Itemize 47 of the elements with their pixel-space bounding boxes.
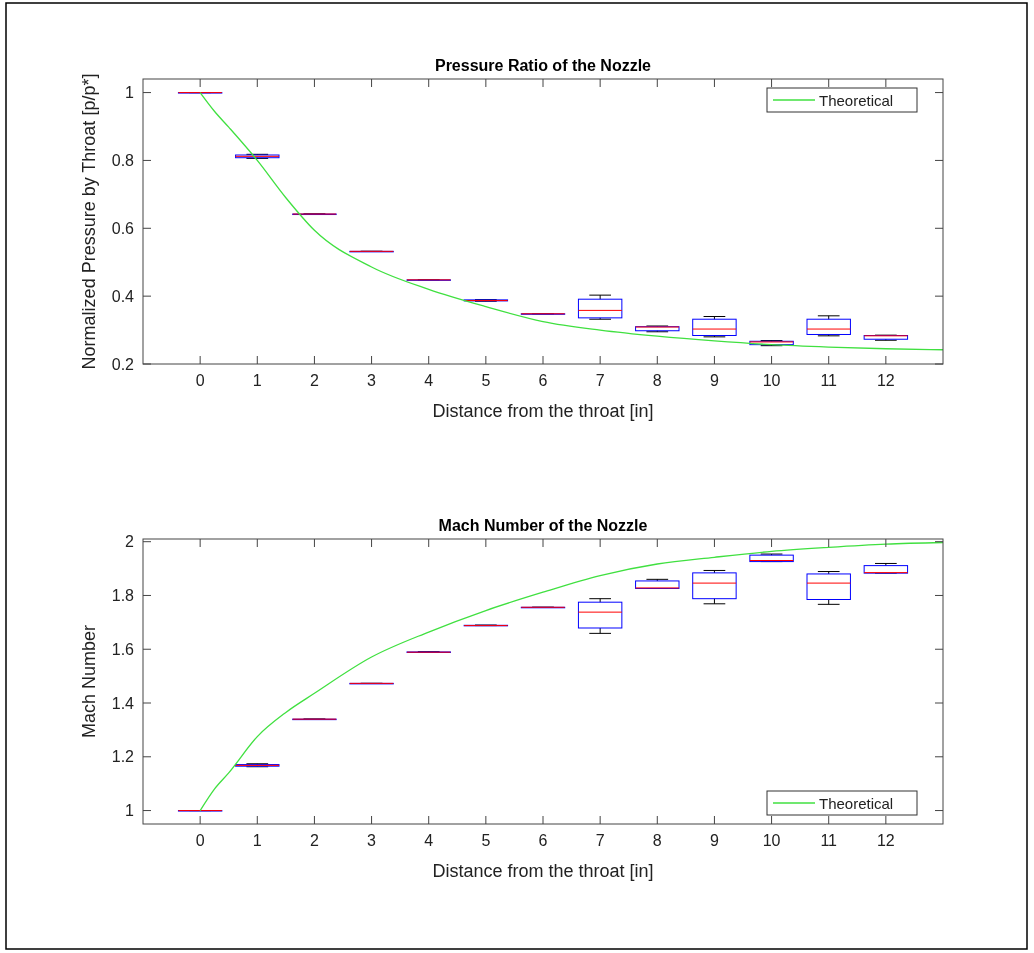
y-tick-label: 1.2 xyxy=(111,748,135,766)
x-tick-label: 2 xyxy=(309,372,319,389)
x-tick-label: 3 xyxy=(367,832,377,849)
line-series xyxy=(199,541,944,812)
x-axis-title: Distance from the throat [in] xyxy=(432,401,654,421)
y-tick-label: 0.4 xyxy=(111,287,135,305)
x-tick-label: 7 xyxy=(595,832,605,849)
x-tick-label: 7 xyxy=(595,372,605,389)
x-tick-label: 0 xyxy=(195,372,205,389)
y-tick-label: 0.6 xyxy=(111,219,135,237)
y-axis-title: Normalized Pressure by Throat [p/p*] xyxy=(79,73,99,370)
y-tick-label: 1.8 xyxy=(111,586,135,604)
y-tick-label: 1 xyxy=(125,802,135,820)
x-tick-label: 6 xyxy=(538,832,548,849)
x-tick-label: 2 xyxy=(309,832,319,849)
x-tick-label: 8 xyxy=(652,372,662,389)
x-tick-label: 9 xyxy=(709,372,719,389)
y-axis-title: Mach Number xyxy=(79,624,99,739)
x-tick-label: 3 xyxy=(367,372,377,389)
legend-label: Theoretical xyxy=(819,795,894,812)
y-tick-label: 0.8 xyxy=(111,151,135,169)
x-tick-label: 1 xyxy=(252,372,262,389)
y-tick-label: 1.4 xyxy=(111,694,135,712)
x-tick-label: 10 xyxy=(762,832,781,849)
x-tick-label: 10 xyxy=(762,372,781,389)
x-tick-label: 8 xyxy=(652,832,662,849)
x-tick-label: 5 xyxy=(481,372,491,389)
line-series xyxy=(199,91,944,351)
x-tick-label: 9 xyxy=(709,832,719,849)
x-tick-label: 4 xyxy=(424,372,434,389)
chart-title: Pressure Ratio of the Nozzle xyxy=(434,57,652,74)
x-tick-label: 11 xyxy=(820,372,838,389)
x-tick-label: 4 xyxy=(424,832,434,849)
x-tick-label: 1 xyxy=(252,832,262,849)
x-tick-label: 11 xyxy=(820,832,838,849)
x-axis-title: Distance from the throat [in] xyxy=(432,861,654,881)
legend-label: Theoretical xyxy=(819,92,894,109)
x-tick-label: 5 xyxy=(481,832,491,849)
chart-title: Mach Number of the Nozzle xyxy=(438,517,648,534)
y-tick-label: 1 xyxy=(125,84,135,102)
x-tick-label: 12 xyxy=(876,372,895,389)
y-tick-label: 2 xyxy=(125,533,135,551)
x-tick-label: 6 xyxy=(538,372,548,389)
x-tick-label: 0 xyxy=(195,832,205,849)
y-tick-label: 1.6 xyxy=(111,640,135,658)
y-tick-label: 0.2 xyxy=(111,355,135,373)
x-tick-label: 12 xyxy=(876,832,895,849)
